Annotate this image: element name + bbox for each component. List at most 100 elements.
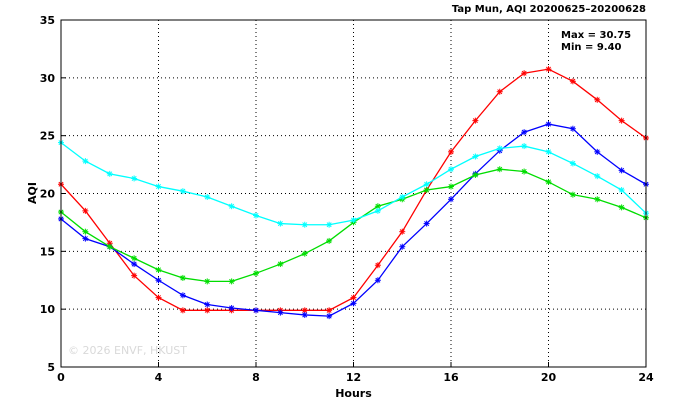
data-point-marker bbox=[350, 300, 357, 307]
y-tick-label: 15 bbox=[40, 245, 55, 258]
y-tick-label: 25 bbox=[40, 130, 55, 143]
data-point-marker bbox=[399, 193, 406, 200]
data-point-marker bbox=[155, 277, 162, 284]
data-point-marker bbox=[399, 228, 406, 235]
data-point-marker bbox=[569, 160, 576, 167]
data-point-marker bbox=[423, 220, 430, 227]
data-point-marker bbox=[204, 278, 211, 285]
data-point-marker bbox=[326, 307, 333, 314]
data-point-marker bbox=[521, 168, 528, 175]
data-point-marker bbox=[496, 166, 503, 173]
data-point-marker bbox=[545, 178, 552, 185]
x-tick-label: 12 bbox=[346, 371, 361, 384]
data-point-marker bbox=[179, 307, 186, 314]
data-point-marker bbox=[350, 217, 357, 224]
data-point-marker bbox=[155, 266, 162, 273]
data-point-marker bbox=[374, 262, 381, 269]
y-tick-label: 35 bbox=[40, 14, 55, 27]
y-tick-label: 10 bbox=[40, 303, 56, 316]
data-point-marker bbox=[423, 187, 430, 194]
data-point-marker bbox=[521, 143, 528, 150]
data-point-marker bbox=[399, 243, 406, 250]
data-point-marker bbox=[521, 70, 528, 77]
data-point-marker bbox=[618, 187, 625, 194]
data-point-marker bbox=[594, 173, 601, 180]
watermark: © 2026 ENVF, HKUST bbox=[68, 344, 187, 357]
data-point-marker bbox=[277, 309, 284, 316]
data-point-marker bbox=[472, 171, 479, 178]
data-point-marker bbox=[277, 220, 284, 227]
data-point-marker bbox=[277, 261, 284, 268]
data-point-marker bbox=[131, 175, 138, 182]
data-point-marker bbox=[326, 313, 333, 320]
data-point-marker bbox=[569, 78, 576, 85]
data-point-marker bbox=[496, 88, 503, 95]
data-point-marker bbox=[228, 305, 235, 312]
data-point-marker bbox=[472, 117, 479, 124]
data-point-marker bbox=[350, 294, 357, 301]
series-4 bbox=[58, 139, 649, 228]
data-point-marker bbox=[374, 203, 381, 210]
data-point-marker bbox=[448, 196, 454, 203]
data-point-marker bbox=[448, 166, 454, 173]
data-point-marker bbox=[545, 66, 552, 73]
data-point-marker bbox=[618, 204, 625, 211]
data-point-marker bbox=[496, 145, 503, 152]
data-point-marker bbox=[253, 307, 259, 314]
data-point-marker bbox=[374, 277, 381, 284]
data-point-marker bbox=[82, 228, 89, 235]
data-point-marker bbox=[326, 237, 333, 244]
data-point-marker bbox=[131, 272, 138, 279]
data-point-marker bbox=[545, 148, 552, 155]
x-axis-title: Hours bbox=[335, 387, 372, 400]
data-point-marker bbox=[569, 191, 576, 198]
data-point-marker bbox=[618, 117, 625, 124]
data-point-marker bbox=[204, 193, 211, 200]
data-point-marker bbox=[301, 311, 308, 318]
grid-lines bbox=[61, 20, 646, 367]
data-point-marker bbox=[179, 188, 186, 195]
data-point-marker bbox=[106, 170, 113, 177]
data-point-marker bbox=[423, 181, 430, 188]
watermark-layer: © 2026 ENVF, HKUST bbox=[68, 344, 187, 357]
min-label: Min = 9.40 bbox=[561, 42, 622, 53]
x-tick-label: 16 bbox=[443, 371, 459, 384]
series-layer bbox=[58, 66, 649, 320]
x-tick-label: 4 bbox=[155, 371, 163, 384]
data-point-marker bbox=[521, 129, 528, 136]
data-point-marker bbox=[594, 96, 601, 103]
data-point-marker bbox=[131, 255, 138, 262]
data-point-marker bbox=[253, 212, 259, 219]
data-point-marker bbox=[82, 158, 89, 165]
max-label: Max = 30.75 bbox=[561, 30, 631, 41]
x-tick-label: 8 bbox=[252, 371, 260, 384]
data-point-marker bbox=[179, 274, 186, 281]
data-point-marker bbox=[448, 183, 454, 190]
x-tick-label: 24 bbox=[638, 371, 654, 384]
data-point-marker bbox=[301, 250, 308, 257]
data-point-marker bbox=[253, 270, 259, 277]
data-point-marker bbox=[228, 278, 235, 285]
data-point-marker bbox=[228, 203, 235, 210]
data-point-marker bbox=[569, 125, 576, 132]
y-tick-label: 30 bbox=[40, 72, 56, 85]
y-axis-title: AQI bbox=[26, 182, 39, 204]
x-tick-label: 20 bbox=[541, 371, 557, 384]
data-point-marker bbox=[594, 196, 601, 203]
y-tick-label: 20 bbox=[40, 188, 56, 201]
data-point-marker bbox=[326, 221, 333, 228]
data-point-marker bbox=[618, 167, 625, 174]
data-point-marker bbox=[204, 307, 211, 314]
data-point-marker bbox=[155, 294, 162, 301]
data-point-marker bbox=[448, 148, 454, 155]
data-point-marker bbox=[179, 292, 186, 299]
data-point-marker bbox=[155, 183, 162, 190]
tick-labels: 0 4 8 12 16 20 24 5 10 15 20 25 30 35 bbox=[40, 14, 654, 384]
chart-title: Tap Mun, AQI 20200625–20200628 bbox=[452, 4, 646, 15]
data-point-marker bbox=[545, 121, 552, 128]
data-point-marker bbox=[301, 221, 308, 228]
data-point-marker bbox=[82, 235, 89, 242]
data-point-marker bbox=[204, 301, 211, 308]
